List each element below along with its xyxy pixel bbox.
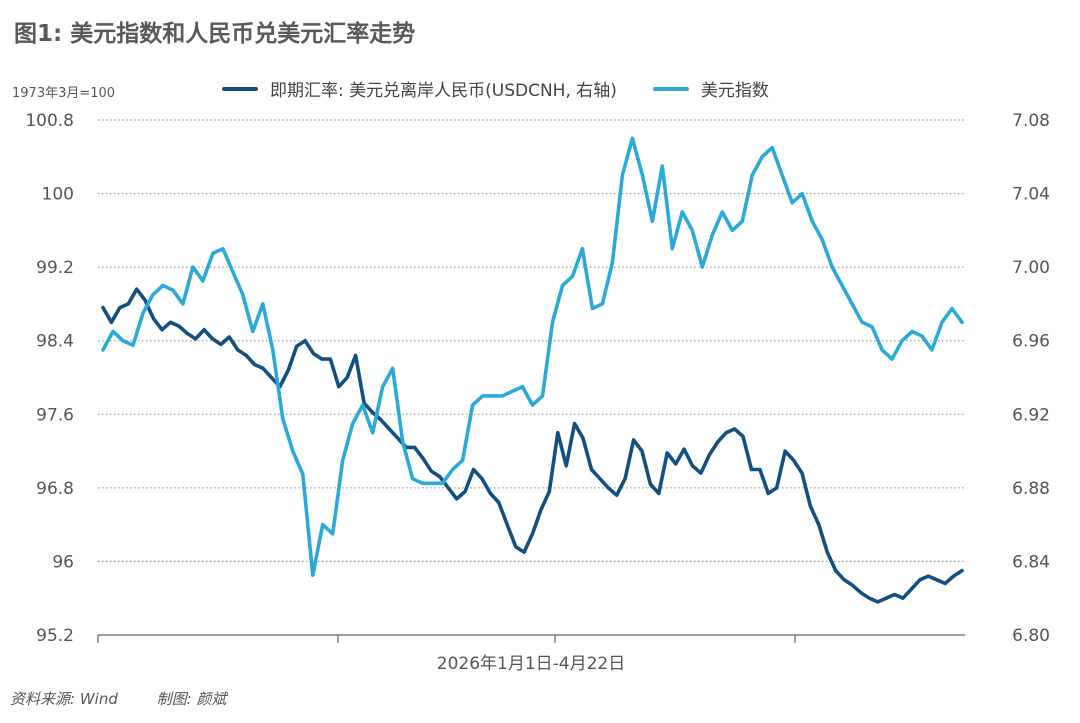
legend: 即期汇率: 美元兑离岸人民币(USDCNH, 右轴) 美元指数 [222,76,805,101]
left-tick-label: 100 [42,185,74,205]
right-tick-label: 7.00 [1012,258,1050,278]
source-note: 资料来源: Wind [10,690,118,708]
left-tick-label: 96 [52,552,74,572]
left-tick-label: 95.2 [36,626,74,646]
right-tick-label: 7.08 [1012,111,1050,131]
legend-item-usdcnh: 即期汇率: 美元兑离岸人民币(USDCNH, 右轴) [222,76,617,101]
series-line-usdcnh [101,287,964,604]
right-tick-label: 6.92 [1012,405,1050,425]
left-tick-label: 96.8 [36,479,74,499]
left-axis-unit: 1973年3月=100 [12,86,116,101]
right-tick-label: 6.88 [1012,479,1050,499]
right-tick-label: 6.96 [1012,332,1050,352]
legend-label-usdcnh: 即期汇率: 美元兑离岸人民币(USDCNH, 右轴) [270,81,617,101]
series-line-dxy [101,136,964,578]
left-tick-label: 99.2 [36,258,74,278]
legend-label-dxy: 美元指数 [700,81,769,101]
legend-swatch-usdcnh [222,86,258,91]
drawer-note: 制图: 颜斌 [156,690,227,708]
legend-item-dxy: 美元指数 [652,76,769,101]
legend-swatch-dxy [652,86,689,91]
right-tick-label: 6.80 [1012,626,1050,646]
chart-title: 图1: 美元指数和人民币兑美元汇率走势 [14,21,416,47]
right-tick-label: 6.84 [1012,552,1050,572]
left-tick-label: 97.6 [36,405,74,425]
footer: 资料来源: Wind 制图: 颜斌 [10,688,260,709]
left-tick-label: 98.4 [36,332,74,352]
x-axis-label: 2026年1月1日-4月22日 [437,654,625,674]
right-tick-label: 7.04 [1012,185,1050,205]
left-tick-label: 100.8 [25,111,74,131]
